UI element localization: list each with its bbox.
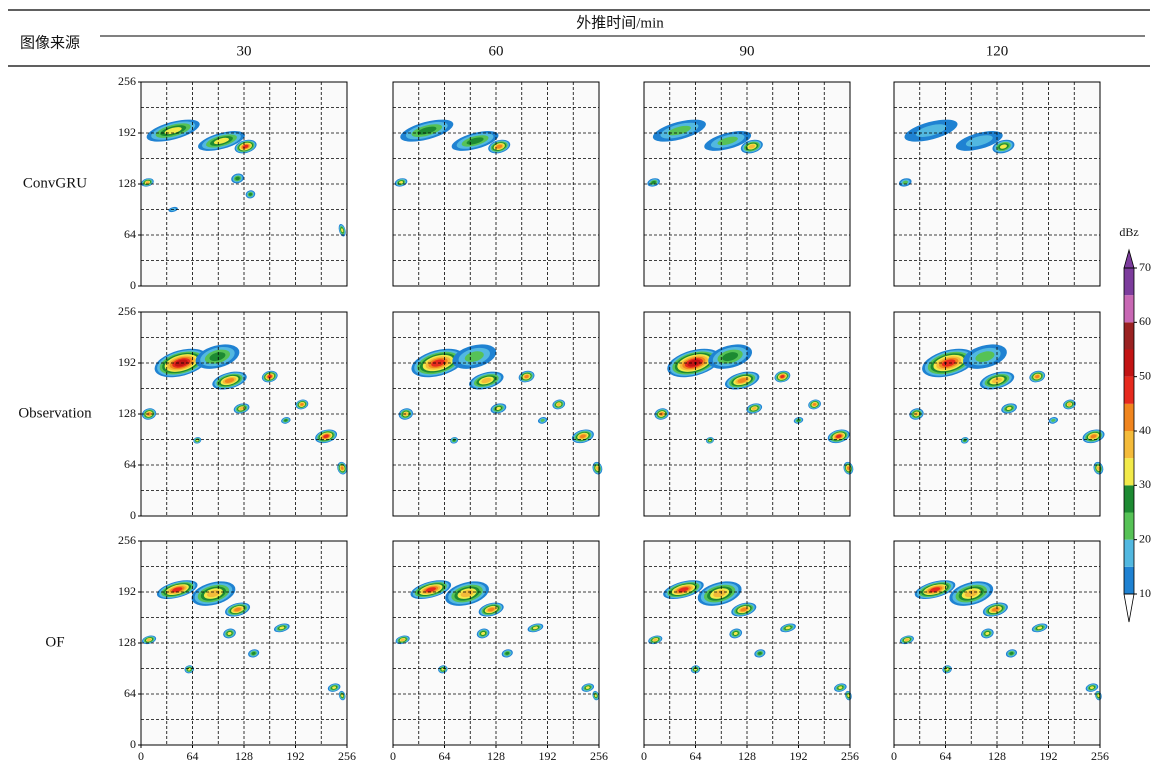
column-label: 30	[237, 43, 252, 59]
x-tick-label: 128	[487, 749, 505, 763]
x-tick-label: 192	[539, 749, 557, 763]
x-tick-label: 64	[439, 749, 451, 763]
colorbar-segment	[1124, 513, 1134, 540]
colorbar-segment	[1124, 377, 1134, 404]
colorbar-top-arrow	[1124, 250, 1134, 268]
row-label: OF	[45, 634, 64, 650]
x-tick-label: 0	[891, 749, 897, 763]
x-tick-label: 0	[641, 749, 647, 763]
y-tick-label: 256	[118, 304, 136, 318]
colorbar-tick-label: 20	[1139, 531, 1151, 545]
panel: 0 64 128 192 256	[118, 304, 348, 522]
colorbar-segment	[1124, 540, 1134, 567]
colorbar-segment	[1124, 295, 1134, 322]
source-label: 图像来源	[20, 34, 80, 51]
panel: 0 64 128 192 256	[891, 541, 1109, 763]
y-tick-label: 64	[124, 227, 136, 241]
panel: 0 64 128 192 256	[390, 541, 608, 763]
x-tick-label: 128	[738, 749, 756, 763]
y-tick-label: 128	[118, 635, 136, 649]
x-tick-label: 192	[287, 749, 305, 763]
x-tick-label: 128	[988, 749, 1006, 763]
y-tick-label: 64	[124, 457, 136, 471]
x-tick-label: 64	[690, 749, 702, 763]
column-label: 60	[489, 43, 504, 59]
x-tick-label: 192	[1040, 749, 1058, 763]
x-tick-label: 64	[187, 749, 199, 763]
colorbar-tick-label: 10	[1139, 586, 1151, 600]
y-tick-label: 256	[118, 533, 136, 547]
x-tick-label: 256	[590, 749, 608, 763]
x-tick-label: 128	[235, 749, 253, 763]
colorbar-segment	[1124, 322, 1134, 349]
row-label: Observation	[18, 405, 92, 421]
panel: 0 64 128 192 256	[641, 541, 859, 763]
panel	[644, 312, 855, 516]
x-tick-label: 256	[1091, 749, 1109, 763]
panel	[644, 82, 850, 286]
x-tick-label: 256	[338, 749, 356, 763]
panel	[393, 82, 599, 286]
y-tick-label: 128	[118, 406, 136, 420]
y-tick-label: 192	[118, 355, 136, 369]
colorbar-segment	[1124, 458, 1134, 485]
y-tick-label: 0	[130, 737, 136, 751]
y-tick-label: 128	[118, 176, 136, 190]
x-tick-label: 0	[138, 749, 144, 763]
panel: 00 64 64 128 128 192 192 256 256	[118, 533, 356, 763]
row-label: ConvGRU	[23, 175, 87, 191]
panel	[894, 312, 1106, 516]
colorbar-segment	[1124, 431, 1134, 458]
colorbar-segment	[1124, 350, 1134, 377]
column-label: 120	[986, 43, 1009, 59]
colorbar-tick-label: 60	[1139, 314, 1151, 328]
panel: 0 64 128 192 256	[118, 74, 347, 292]
colorbar-tick-label: 50	[1139, 368, 1151, 382]
colorbar-segment	[1124, 485, 1134, 512]
y-tick-label: 64	[124, 686, 136, 700]
panel	[894, 82, 1100, 286]
x-tick-label: 256	[841, 749, 859, 763]
x-tick-label: 64	[940, 749, 952, 763]
time-label: 外推时间/min	[576, 14, 664, 31]
colorbar-segment	[1124, 404, 1134, 431]
colorbar-tick-label: 40	[1139, 423, 1151, 437]
y-tick-label: 192	[118, 584, 136, 598]
colorbar-segment	[1124, 567, 1134, 594]
x-tick-label: 192	[790, 749, 808, 763]
column-label: 90	[740, 43, 755, 59]
y-tick-label: 256	[118, 74, 136, 88]
x-tick-label: 0	[390, 749, 396, 763]
panel	[393, 312, 604, 516]
y-tick-label: 0	[130, 508, 136, 522]
figure: 图像来源 外推时间/min 30 60 90 120 ConvGRU Observatio…	[0, 0, 1158, 769]
colorbar-segment	[1124, 268, 1134, 295]
colorbar-tick-label: 70	[1139, 260, 1151, 274]
colorbar-label: dBz	[1119, 225, 1138, 239]
y-tick-label: 0	[130, 278, 136, 292]
y-tick-label: 192	[118, 125, 136, 139]
colorbar-bottom-arrow	[1124, 594, 1134, 622]
colorbar-tick-label: 30	[1139, 477, 1151, 491]
